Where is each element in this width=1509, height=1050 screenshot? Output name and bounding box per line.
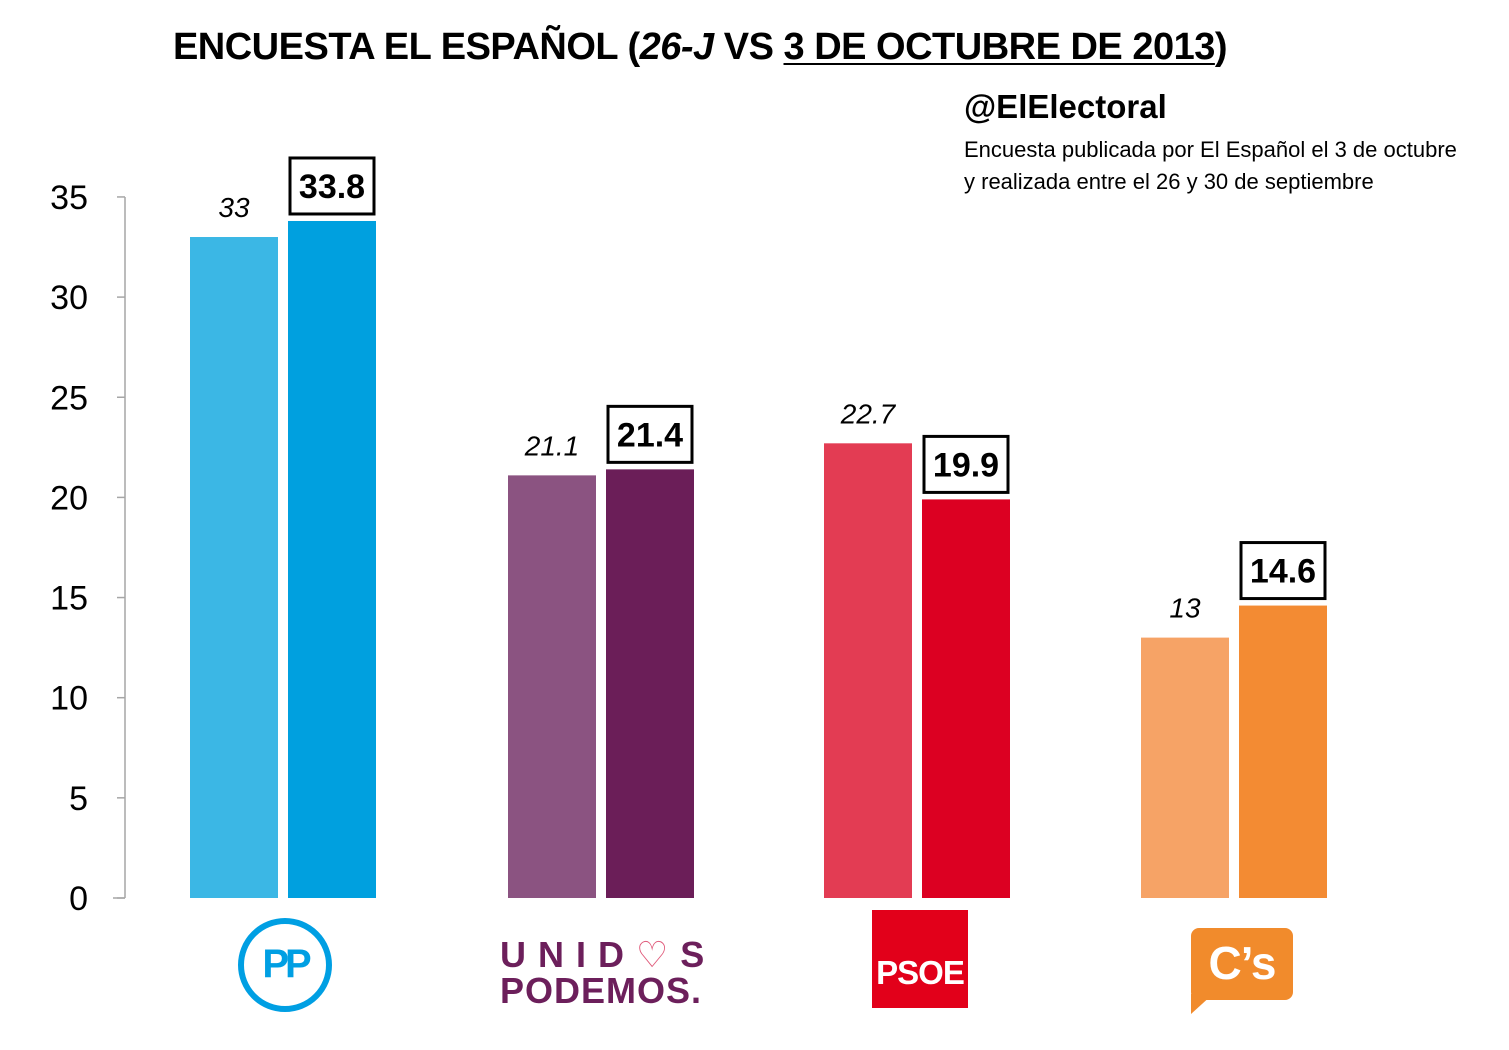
y-tick-label: 10 (50, 680, 88, 718)
title-part-3: VS (713, 26, 784, 68)
bar-current (1239, 605, 1327, 898)
bar-current (606, 469, 694, 898)
chart-title: ENCUESTA EL ESPAÑOL (26-J VS 3 DE OCTUBR… (0, 26, 1400, 69)
psoe-logo-text: PSOE (876, 954, 965, 991)
title-part-4: 3 DE OCTUBRE DE 2013 (783, 26, 1216, 68)
unidos-podemos-logo-text-a: UNID (500, 934, 636, 975)
data-label-box (1239, 541, 1327, 601)
bar-previous (824, 443, 912, 898)
data-label-previous: 22.7 (840, 398, 897, 429)
data-label-previous: 33 (218, 192, 250, 223)
source-note-line-2: y realizada entre el 26 y 30 de septiemb… (964, 169, 1374, 194)
bar-previous (1141, 637, 1229, 898)
y-tick-label: 0 (69, 880, 88, 918)
title-part-2: 26-J (639, 26, 715, 68)
y-tick-label: 5 (69, 780, 88, 818)
source-handle: @ElElectoral (964, 88, 1167, 125)
bar-previous (190, 237, 278, 898)
data-label-current: 14.6 (1250, 553, 1316, 591)
pp-logo: PP (238, 918, 332, 1012)
cs-logo: C’s (1191, 928, 1293, 1000)
data-label-box (606, 404, 694, 464)
y-tick-label: 20 (50, 479, 88, 517)
title-part-5: ) (1214, 26, 1228, 68)
heart-icon: ♡ (636, 934, 681, 975)
data-label-previous: 13 (1169, 593, 1201, 624)
source-note-line-1: Encuesta publicada por El Español el 3 d… (964, 137, 1457, 162)
unidos-podemos-logo-line-1: UNID♡S (500, 934, 716, 976)
pp-logo-text: PP (262, 942, 311, 986)
data-label-current: 33.8 (299, 168, 365, 206)
y-tick-label: 15 (50, 580, 88, 618)
data-label-current: 21.4 (617, 416, 683, 454)
data-label-box (922, 434, 1010, 494)
bar-current (922, 499, 1010, 898)
y-tick-label: 25 (50, 379, 88, 417)
y-tick-label: 35 (50, 179, 88, 217)
data-label-box (288, 156, 376, 216)
unidos-podemos-logo-text-b: S (680, 934, 717, 975)
bar-previous (508, 475, 596, 898)
title-part-1: ENCUESTA EL ESPAÑOL ( (172, 26, 640, 68)
data-label-current: 19.9 (933, 446, 999, 484)
bar-current (288, 220, 376, 899)
cs-logo-text: C’s (1208, 937, 1277, 989)
y-tick-label: 30 (50, 279, 88, 317)
unidos-podemos-logo-line-2: PODEMOS. (500, 970, 703, 1011)
cs-logo-tail (1191, 994, 1213, 1014)
psoe-logo: PSOE (872, 910, 968, 1008)
data-label-previous: 21.1 (524, 430, 580, 461)
